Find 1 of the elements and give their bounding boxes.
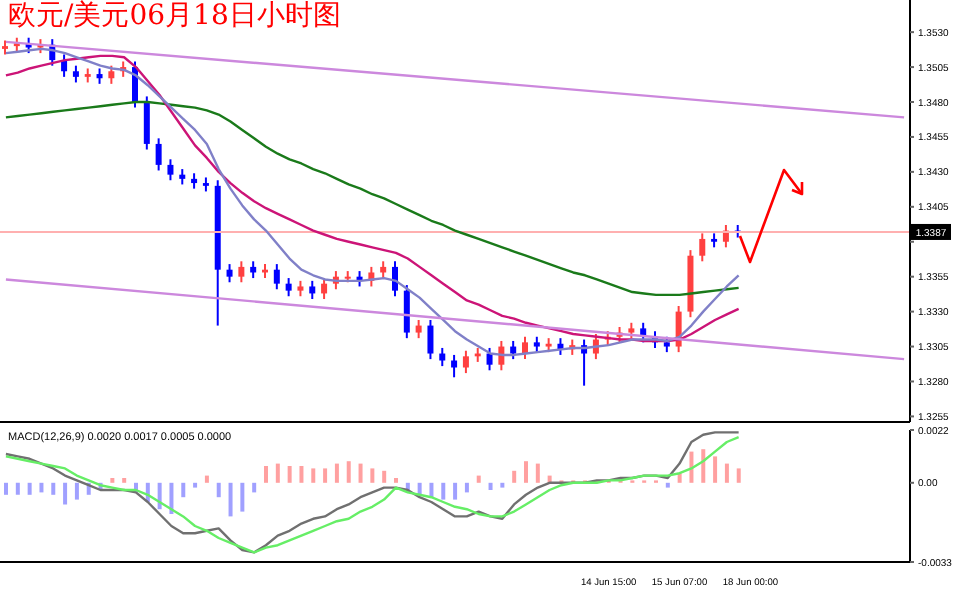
chart-title: 欧元/美元06月18日小时图 (8, 0, 341, 33)
